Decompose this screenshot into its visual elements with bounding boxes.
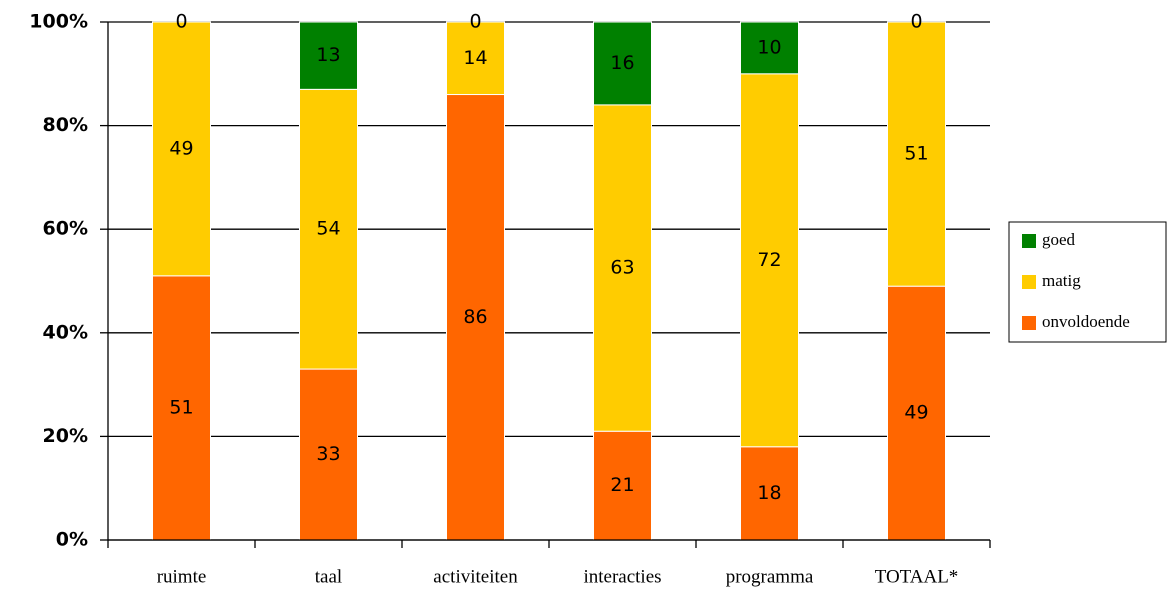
y-tick-label: 60% xyxy=(43,218,88,240)
data-label: 63 xyxy=(610,257,634,279)
data-label: 13 xyxy=(316,44,340,66)
y-tick-label: 80% xyxy=(43,114,88,136)
bar-segment xyxy=(740,446,799,541)
data-label: 49 xyxy=(904,402,928,424)
bar-segment xyxy=(593,21,652,106)
data-label: 72 xyxy=(757,249,781,271)
bar-segment xyxy=(299,88,358,370)
bar-segment xyxy=(446,21,505,96)
x-tick-label: programma xyxy=(726,566,814,587)
data-label: 14 xyxy=(463,47,487,69)
bar-segment xyxy=(152,21,211,277)
data-label: 21 xyxy=(610,474,634,496)
bar-segment xyxy=(740,21,799,75)
bar-segment xyxy=(887,21,946,287)
bar-segment xyxy=(593,104,652,432)
y-tick-label: 20% xyxy=(43,425,88,447)
legend-swatch xyxy=(1022,234,1036,248)
data-label: 0 xyxy=(469,11,481,33)
data-label: 0 xyxy=(910,11,922,33)
legend-label: matig xyxy=(1042,271,1081,290)
x-tick-label: TOTAAL* xyxy=(875,566,959,587)
y-tick-label: 40% xyxy=(43,321,88,343)
x-tick-label: taal xyxy=(315,566,342,587)
x-tick-label: activiteiten xyxy=(433,566,518,587)
data-label: 49 xyxy=(169,137,193,159)
x-tick-label: interacties xyxy=(583,566,661,587)
bar-segment xyxy=(299,21,358,90)
bar-segment xyxy=(152,275,211,541)
bar-segment xyxy=(887,285,946,541)
data-label: 33 xyxy=(316,443,340,465)
bar-segment xyxy=(446,94,505,541)
legend-label: onvoldoende xyxy=(1042,312,1130,331)
data-label: 10 xyxy=(757,36,781,58)
bar-segment xyxy=(593,430,652,541)
legend-swatch xyxy=(1022,275,1036,289)
data-label: 51 xyxy=(904,143,928,165)
legend-label: goed xyxy=(1042,230,1076,249)
bar-segment xyxy=(740,73,799,448)
data-label: 54 xyxy=(316,218,340,240)
x-tick-label: ruimte xyxy=(157,566,207,587)
data-label: 51 xyxy=(169,396,193,418)
y-tick-label: 100% xyxy=(29,11,88,33)
legend-swatch xyxy=(1022,316,1036,330)
data-label: 16 xyxy=(610,52,634,74)
data-label: 0 xyxy=(175,11,187,33)
y-tick-label: 0% xyxy=(56,529,88,551)
bar-segment xyxy=(299,368,358,541)
data-label: 18 xyxy=(757,482,781,504)
data-label: 86 xyxy=(463,306,487,328)
